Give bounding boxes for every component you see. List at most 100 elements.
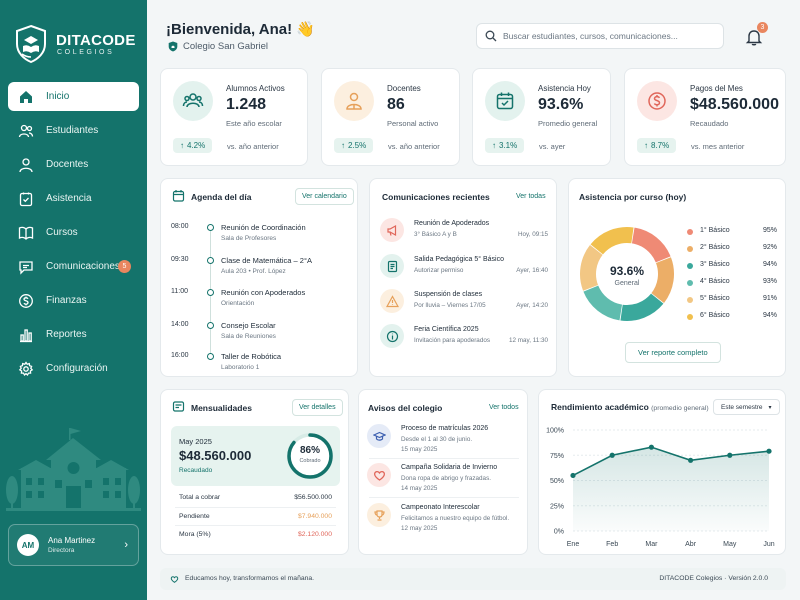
timeline-dot bbox=[207, 224, 214, 231]
x-tick-label: Ene bbox=[567, 541, 580, 548]
stat-card-alumnos[interactable]: Alumnos Activos 1.248 Este año escolar ↑… bbox=[160, 68, 308, 166]
agenda-item[interactable]: 09:30 Clase de Matemática – 2°A Aula 203… bbox=[171, 256, 346, 284]
agenda-time: 11:00 bbox=[171, 288, 188, 295]
nav-item-cursos[interactable]: Cursos bbox=[8, 218, 139, 247]
nav-item-configuracion[interactable]: Configuración bbox=[8, 354, 139, 383]
dollar-icon bbox=[19, 293, 33, 308]
donut-center-label: General bbox=[614, 280, 640, 287]
nav-item-inicio[interactable]: Inicio bbox=[8, 82, 139, 111]
communication-item[interactable]: Reunión de Apoderados 3° Básico A y B Ho… bbox=[380, 218, 548, 248]
agenda-title: Agenda del día bbox=[191, 192, 252, 202]
ver-reporte-completo-button[interactable]: Ver reporte completo bbox=[625, 342, 721, 363]
school-name-label: Colegio San Gabriel bbox=[183, 41, 269, 52]
stat-sub: Personal activo bbox=[387, 119, 439, 128]
graduation-cap-icon bbox=[367, 424, 391, 448]
stat-sub: Recaudado bbox=[690, 119, 729, 128]
agenda-item-location: Sala de Reuniones bbox=[221, 333, 276, 340]
footer-version: DITACODE Colegios · Versión 2.0.0 bbox=[659, 575, 768, 582]
nav-item-asistencia[interactable]: Asistencia bbox=[8, 184, 139, 213]
donut-segment bbox=[651, 257, 674, 303]
y-tick-label: 25% bbox=[550, 503, 564, 510]
agenda-item[interactable]: 08:00 Reunión de Coordinación Sala de Pr… bbox=[171, 223, 346, 251]
notice-item[interactable]: Proceso de matrículas 2026 Desde el 1 al… bbox=[367, 424, 527, 454]
ver-todos-link[interactable]: Ver todos bbox=[489, 404, 519, 411]
stat-delta-value: 3.1% bbox=[499, 141, 518, 150]
search-input[interactable]: Buscar estudiantes, cursos, comunicacion… bbox=[476, 23, 724, 49]
data-point[interactable] bbox=[648, 444, 654, 450]
communication-title: Salida Pedagógica 5° Básico bbox=[414, 256, 504, 263]
donut-segment bbox=[590, 227, 634, 255]
agenda-time: 16:00 bbox=[171, 352, 189, 359]
stat-label: Asistencia Hoy bbox=[538, 84, 591, 93]
agenda-item[interactable]: 11:00 Reunión con Apoderados Orientación bbox=[171, 288, 346, 316]
notice-description: Felicitamos a nuestro equipo de fútbol. bbox=[401, 515, 510, 522]
home-icon bbox=[20, 90, 32, 103]
nav-item-comunicaciones[interactable]: Comunicaciones 5 bbox=[8, 252, 139, 281]
divider bbox=[175, 507, 336, 508]
stat-card-docentes[interactable]: Docentes 86 Personal activo ↑ 2.5% vs. añ… bbox=[321, 68, 460, 166]
nav-label: Comunicaciones bbox=[46, 261, 120, 272]
notice-item[interactable]: Campeonato Interescolar Felicitamos a nu… bbox=[367, 503, 527, 533]
notification-count-badge: 3 bbox=[757, 22, 768, 33]
attendance-by-course-card: Asistencia por curso (hoy) 93.6% General… bbox=[568, 178, 786, 377]
school-name: Colegio San Gabriel bbox=[168, 41, 268, 52]
monthly-summary-box: May 2025 $48.560.000 Recaudado 86% Cobra… bbox=[171, 426, 340, 486]
ver-calendario-button[interactable]: Ver calendario bbox=[295, 188, 354, 205]
agenda-item-title: Taller de Robótica bbox=[221, 352, 282, 361]
school-building-illustration bbox=[6, 428, 141, 511]
x-tick-label: Jun bbox=[763, 541, 774, 548]
legend-color-dot bbox=[687, 280, 693, 286]
nav-item-reportes[interactable]: Reportes bbox=[8, 320, 139, 349]
communication-item[interactable]: Salida Pedagógica 5° Básico Autorizar pe… bbox=[380, 254, 548, 284]
arrow-up-icon: ↑ bbox=[644, 141, 648, 150]
legend-value: 92% bbox=[762, 244, 777, 251]
ver-detalles-button[interactable]: Ver detalles bbox=[292, 399, 343, 416]
summary-row: Mora (5%) $2.120.000 bbox=[179, 531, 332, 538]
stat-comparison: vs. año anterior bbox=[388, 142, 440, 151]
y-tick-label: 75% bbox=[550, 453, 564, 460]
data-point[interactable] bbox=[609, 452, 615, 458]
nav-item-docentes[interactable]: Docentes bbox=[8, 150, 139, 179]
x-tick-label: Feb bbox=[606, 541, 618, 548]
stat-comparison: vs. año anterior bbox=[227, 142, 279, 151]
ver-todas-link[interactable]: Ver todas bbox=[516, 193, 546, 200]
period-select[interactable]: Este semestre ▾ bbox=[713, 399, 780, 415]
ring-progress bbox=[287, 433, 333, 479]
teacher-icon bbox=[334, 81, 374, 121]
shield-icon bbox=[168, 41, 178, 52]
agenda-item[interactable]: 14:00 Consejo Escolar Sala de Reuniones bbox=[171, 321, 346, 349]
nav-label: Cursos bbox=[46, 227, 78, 238]
bell-icon[interactable] bbox=[744, 27, 764, 47]
data-point[interactable] bbox=[688, 457, 694, 463]
collected-label: Cobrado bbox=[299, 458, 321, 464]
data-point[interactable] bbox=[727, 452, 733, 458]
stat-card-pagos[interactable]: Pagos del Mes $48.560.000 Recaudado ↑ 8.7… bbox=[624, 68, 786, 166]
summary-row-label: Pendiente bbox=[179, 513, 210, 520]
agenda-item[interactable]: 16:00 Taller de Robótica Laboratorio 1 bbox=[171, 352, 346, 380]
legend-item: 1° Básico 95% bbox=[687, 227, 777, 239]
agenda-time: 14:00 bbox=[171, 321, 189, 328]
nav-item-estudiantes[interactable]: Estudiantes bbox=[8, 116, 139, 145]
calendar-icon bbox=[172, 190, 185, 202]
agenda-item-title: Consejo Escolar bbox=[221, 321, 276, 330]
donut-hole bbox=[597, 244, 657, 304]
user-role: Directora bbox=[48, 547, 75, 554]
notice-date: 15 may 2025 bbox=[401, 446, 438, 453]
brand[interactable]: DITACODE COLEGIOS bbox=[14, 24, 136, 64]
chat-icon bbox=[19, 260, 33, 275]
stat-card-asistencia[interactable]: Asistencia Hoy 93.6% Promedio general ↑ 3… bbox=[472, 68, 611, 166]
notice-item[interactable]: Campaña Solidaria de Invierno Dona ropa … bbox=[367, 463, 527, 493]
legend-name: 4° Básico bbox=[700, 278, 730, 285]
x-tick-label: Mar bbox=[645, 541, 658, 548]
nav-item-finanzas[interactable]: Finanzas bbox=[8, 286, 139, 315]
data-point[interactable] bbox=[570, 472, 576, 479]
user-profile-card[interactable]: AM Ana Martinez Directora › bbox=[8, 524, 139, 566]
communication-time: Ayer, 16:40 bbox=[516, 267, 548, 274]
chevron-down-icon: ▾ bbox=[768, 404, 772, 411]
brand-subtitle: COLEGIOS bbox=[57, 48, 115, 56]
data-point[interactable] bbox=[766, 448, 772, 454]
communication-item[interactable]: Feria Científica 2025 Invitación para ap… bbox=[380, 324, 548, 354]
communication-item[interactable]: Suspensión de clases Por lluvia – Vierne… bbox=[380, 289, 548, 319]
bar-chart-icon bbox=[20, 328, 32, 342]
chevron-right-icon: › bbox=[124, 539, 128, 551]
